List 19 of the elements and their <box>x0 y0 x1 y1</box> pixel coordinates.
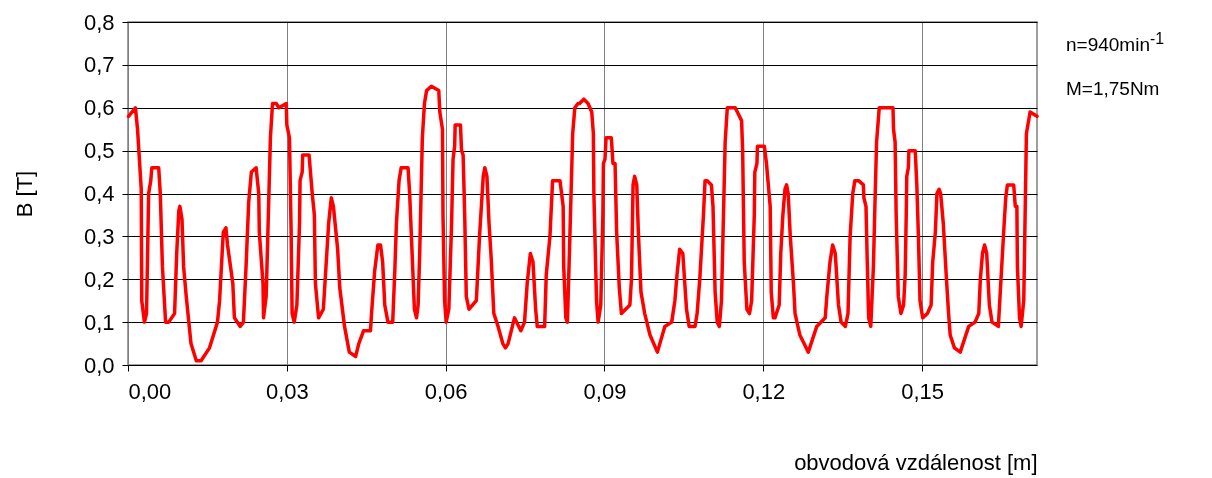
y-tick-label: 0,8 <box>83 9 115 35</box>
x-tick-label: 0,06 <box>424 378 468 404</box>
y-tick-label: 0,6 <box>83 95 115 121</box>
y-tick-label: 0,5 <box>83 138 115 164</box>
y-tick-label: 0,3 <box>83 223 115 249</box>
y-axis-title: B [T] <box>11 170 37 218</box>
x-tick-label: 0,12 <box>742 378 786 404</box>
y-tick-label: 0,2 <box>83 266 115 292</box>
text: n=940min$^{-1}$ <box>1066 30 1165 57</box>
x-tick-label: 0,03 <box>265 378 309 404</box>
y-tick-label: 0,1 <box>83 309 115 335</box>
y-tick-label: 0,0 <box>83 352 115 378</box>
text: M=1,75Nm <box>1066 78 1161 101</box>
x-tick-label: 0,15 <box>901 378 945 404</box>
x-axis-title: obvodová vzdálenost [m] <box>794 449 1038 475</box>
x-tick-label: 0,00 <box>128 378 172 404</box>
y-tick-label: 0,4 <box>83 181 115 206</box>
y-tick-label: 0,7 <box>83 52 115 78</box>
x-tick-label: 0,09 <box>583 378 627 404</box>
